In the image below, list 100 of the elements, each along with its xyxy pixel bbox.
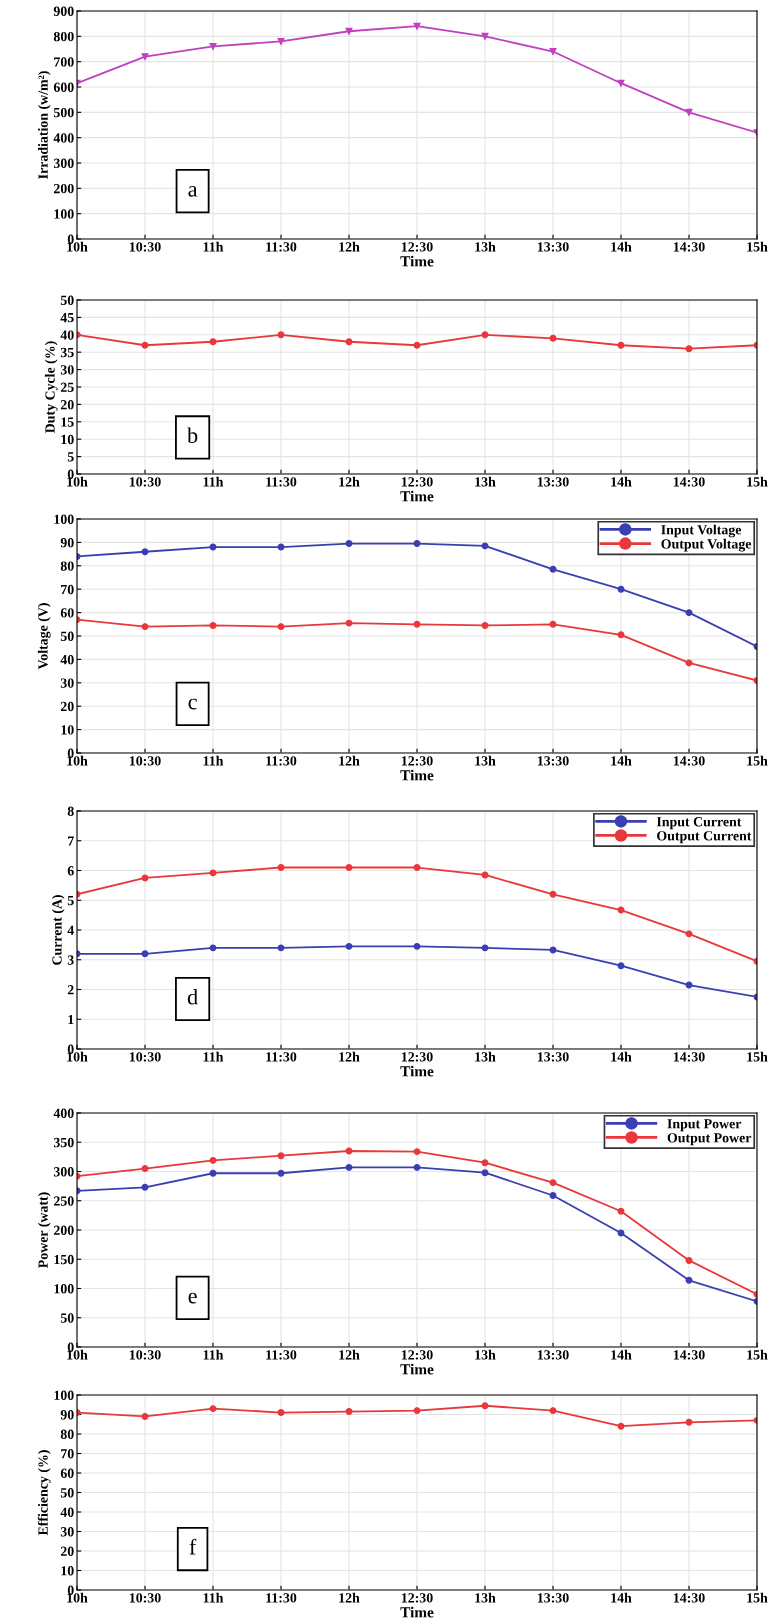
y-tick-label: 40 (60, 1507, 74, 1517)
legend-label: Input Voltage (661, 524, 742, 538)
x-tick-label: 13:30 (537, 756, 569, 766)
x-axis-title: Time (400, 1065, 434, 1077)
legend-label: Output Voltage (661, 538, 752, 552)
y-tick-label: 60 (60, 1468, 74, 1478)
y-tick-label: 1 (68, 1014, 74, 1025)
x-axis-title: Time (400, 769, 434, 781)
y-tick-label: 10 (61, 434, 74, 445)
y-tick-label: 700 (54, 57, 74, 67)
y-tick-label: 30 (60, 365, 74, 375)
y-tick-label: 20 (60, 399, 74, 410)
annotation: b (187, 427, 198, 444)
y-tick-label: 500 (53, 107, 74, 118)
x-tick-label: 10:30 (129, 242, 161, 252)
y-axis-title: Irradiation (w/m²) (38, 71, 51, 179)
x-tick-label: 15h (747, 1051, 768, 1062)
y-tick-label: 10 (61, 725, 74, 735)
y-tick-label: 45 (60, 313, 74, 323)
y-axis-title: Power (watt) (38, 1192, 51, 1269)
y-tick-label: 6 (67, 866, 74, 876)
y-tick-label: 400 (53, 1108, 74, 1118)
y-tick-label: 300 (53, 158, 74, 168)
legend-label: Output Power (667, 1133, 752, 1146)
y-tick-label: 30 (60, 1527, 74, 1537)
y-tick-label: 8 (67, 806, 74, 816)
x-tick-label: 11:30 (266, 1593, 297, 1603)
y-tick-label: 40 (60, 330, 74, 340)
y-tick-label: 90 (60, 1410, 74, 1420)
x-tick-label: 11h (203, 755, 224, 766)
y-tick-label: 900 (53, 6, 74, 16)
x-tick-label: 14h (611, 1349, 632, 1360)
legend-label: Input Current (656, 817, 742, 830)
x-tick-label: 13h (475, 1349, 496, 1360)
y-tick-label: 100 (54, 209, 74, 219)
y-axis-title: Efficiency (%) (37, 1450, 51, 1536)
x-tick-label: 11h (203, 1592, 224, 1603)
x-tick-label: 12:30 (401, 756, 433, 766)
x-tick-label: 14h (611, 755, 632, 766)
y-axis-title: Current (A) (51, 895, 65, 965)
x-tick-label: 11:30 (266, 477, 297, 487)
x-tick-label: 14h (611, 476, 632, 487)
y-tick-label: 70 (61, 1449, 74, 1459)
y-tick-label: 350 (53, 1137, 74, 1148)
x-tick-label: 10:30 (129, 477, 161, 487)
x-tick-label: 15h (747, 1349, 768, 1360)
x-tick-label: 12h (339, 755, 360, 766)
x-tick-label: 12:30 (401, 1052, 433, 1062)
x-axis-title: Time (400, 1606, 434, 1618)
y-tick-label: 250 (53, 1196, 74, 1206)
x-tick-label: 10:30 (129, 756, 161, 766)
x-tick-label: 11h (203, 241, 224, 252)
y-tick-label: 7 (68, 836, 74, 846)
x-tick-label: 10:30 (129, 1593, 161, 1603)
x-tick-label: 14:30 (673, 1593, 705, 1603)
y-tick-label: 30 (60, 678, 74, 688)
y-tick-label: 25 (60, 382, 74, 392)
y-tick-label: 20 (60, 701, 74, 712)
x-tick-label: 14:30 (673, 1052, 705, 1062)
x-tick-label: 14:30 (673, 477, 705, 487)
x-tick-label: 13h (475, 241, 496, 252)
y-tick-label: 400 (53, 133, 74, 143)
x-tick-label: 15h (747, 241, 768, 252)
y-axis-title: Duty Cycle (%) (44, 341, 58, 434)
y-tick-label: 300 (53, 1167, 74, 1177)
y-tick-label: 40 (60, 654, 74, 665)
x-tick-label: 12:30 (401, 242, 433, 252)
x-tick-label: 14h (611, 1592, 632, 1603)
y-tick-label: 3 (67, 955, 74, 965)
annotation: a (188, 186, 198, 197)
y-tick-label: 4 (67, 925, 74, 935)
x-axis-title: Time (400, 1363, 434, 1375)
x-tick-label: 14h (611, 241, 632, 252)
x-axis-title: Time (400, 490, 434, 502)
x-tick-label: 12h (339, 241, 360, 252)
x-tick-label: 12h (339, 476, 360, 487)
y-tick-label: 800 (53, 31, 74, 42)
y-tick-label: 100 (54, 514, 74, 524)
legend-label: Input Power (667, 1119, 742, 1132)
annotation: d (187, 988, 198, 1005)
x-tick-label: 15h (747, 1592, 768, 1603)
y-tick-label: 90 (60, 537, 74, 548)
x-tick-label: 12h (339, 1349, 360, 1360)
x-tick-label: 13:30 (537, 1593, 569, 1603)
x-tick-label: 11:30 (266, 1350, 297, 1360)
x-tick-label: 11h (203, 1051, 224, 1062)
annotation: e (188, 1292, 197, 1304)
annotation: c (188, 698, 197, 710)
y-tick-label: 70 (61, 584, 74, 595)
x-tick-label: 12h (339, 1592, 360, 1603)
y-axis-title: Voltage (V) (37, 603, 51, 670)
x-tick-label: 10:30 (129, 1350, 161, 1360)
x-tick-label: 15h (747, 755, 768, 766)
x-tick-label: 13h (475, 1051, 496, 1062)
y-tick-label: 60 (60, 608, 74, 618)
y-tick-label: 15 (61, 417, 74, 427)
y-tick-label: 50 (60, 1488, 74, 1498)
x-tick-label: 15h (747, 476, 768, 487)
y-tick-label: 150 (54, 1254, 74, 1265)
y-tick-label: 5 (67, 452, 74, 462)
